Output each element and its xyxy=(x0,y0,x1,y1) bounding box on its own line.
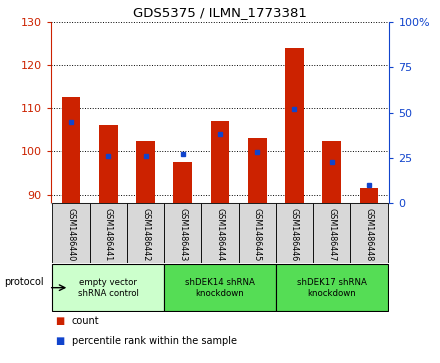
Text: shDEK14 shRNA
knockdown: shDEK14 shRNA knockdown xyxy=(185,278,255,298)
Text: GSM1486440: GSM1486440 xyxy=(66,208,76,261)
Text: GSM1486442: GSM1486442 xyxy=(141,208,150,261)
Text: GSM1486446: GSM1486446 xyxy=(290,208,299,261)
Bar xyxy=(313,203,350,263)
Bar xyxy=(350,203,388,263)
Bar xyxy=(136,140,155,203)
Bar xyxy=(173,162,192,203)
Bar xyxy=(359,188,378,203)
Bar xyxy=(62,97,81,203)
Text: percentile rank within the sample: percentile rank within the sample xyxy=(72,336,237,346)
Bar xyxy=(323,140,341,203)
Text: GSM1486444: GSM1486444 xyxy=(216,208,224,261)
Text: count: count xyxy=(72,316,99,326)
Text: ■: ■ xyxy=(55,336,64,346)
Bar xyxy=(164,264,276,311)
Text: GSM1486443: GSM1486443 xyxy=(178,208,187,261)
Text: GSM1486448: GSM1486448 xyxy=(364,208,374,261)
Bar xyxy=(285,48,304,203)
Bar xyxy=(276,203,313,263)
Bar xyxy=(202,203,238,263)
Text: GSM1486441: GSM1486441 xyxy=(104,208,113,261)
Bar xyxy=(248,138,267,203)
Text: GSM1486447: GSM1486447 xyxy=(327,208,336,261)
Bar xyxy=(52,203,90,263)
Bar xyxy=(211,121,229,203)
Text: shDEK17 shRNA
knockdown: shDEK17 shRNA knockdown xyxy=(297,278,367,298)
Text: ■: ■ xyxy=(55,316,64,326)
Title: GDS5375 / ILMN_1773381: GDS5375 / ILMN_1773381 xyxy=(133,6,307,19)
Bar xyxy=(90,203,127,263)
Bar xyxy=(238,203,276,263)
Bar xyxy=(276,264,388,311)
Bar xyxy=(164,203,202,263)
Text: protocol: protocol xyxy=(4,277,44,287)
Bar xyxy=(127,203,164,263)
Bar xyxy=(99,126,117,203)
Text: empty vector
shRNA control: empty vector shRNA control xyxy=(78,278,139,298)
Text: GSM1486445: GSM1486445 xyxy=(253,208,262,261)
Bar xyxy=(52,264,164,311)
